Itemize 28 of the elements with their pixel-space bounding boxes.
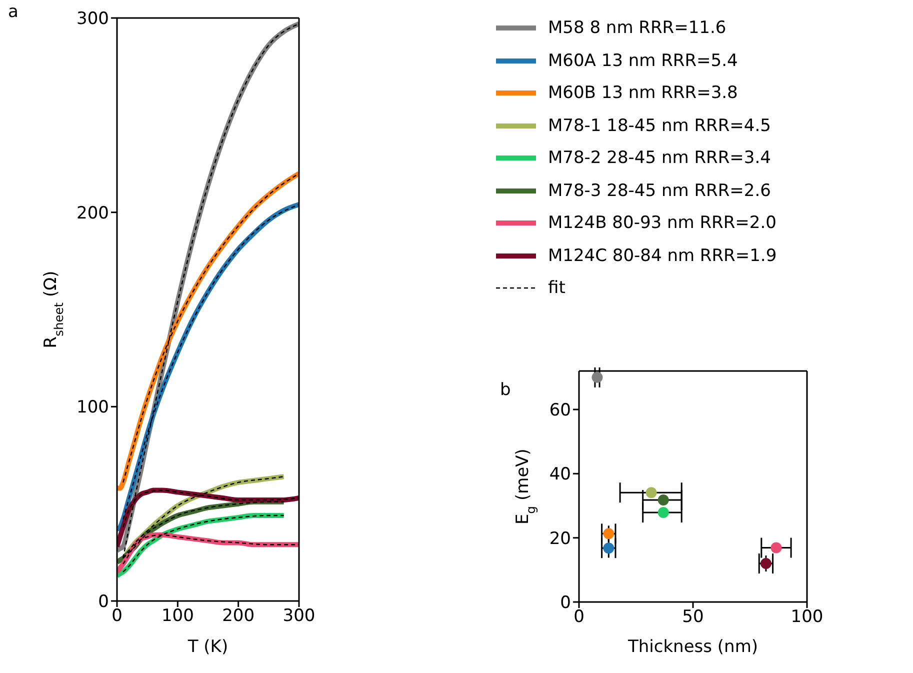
y-tick-label: 100 xyxy=(76,398,109,418)
x-tick-label: 300 xyxy=(282,606,316,626)
x-axis-title: Thickness (nm) xyxy=(626,637,758,657)
y-tick-label: 200 xyxy=(76,203,109,224)
text: b xyxy=(500,380,511,400)
x-tick-label: 100 xyxy=(790,607,824,628)
y-tick-label: 60 xyxy=(549,400,571,421)
chart-title: a xyxy=(8,2,18,22)
x-tick-label: 50 xyxy=(682,607,704,628)
legend-label: M78-2 28-45 nm RRR=3.4 xyxy=(548,148,771,168)
y-tick-label: 0 xyxy=(98,592,109,612)
legend-label: M60B 13 nm RRR=3.8 xyxy=(548,83,738,104)
y-tick-label: 300 xyxy=(76,9,109,30)
legend-label: M60A 13 nm RRR=5.4 xyxy=(548,50,738,71)
legend-label: M78-3 28-45 nm RRR=2.6 xyxy=(548,180,771,201)
x-tick-label: 200 xyxy=(222,606,255,626)
legend-label: M124C 80-84 nm RRR=1.9 xyxy=(548,246,777,266)
x-tick-label: 0 xyxy=(112,606,122,626)
y-tick-label: 40 xyxy=(549,464,571,485)
y-tick-label: 20 xyxy=(549,528,571,549)
legend-label: M124B 80-93 nm RRR=2.0 xyxy=(548,213,776,234)
legend-label: fit xyxy=(548,278,566,298)
x-axis-title: T (K) xyxy=(186,637,228,657)
x-tick-label: 0 xyxy=(574,607,584,628)
y-tick-label: 0 xyxy=(560,593,571,614)
x-tick-label: 100 xyxy=(161,606,194,626)
legend-label: M78-1 18-45 nm RRR=4.5 xyxy=(548,116,771,136)
legend-label: M58 8 nm RRR=11.6 xyxy=(548,18,726,38)
